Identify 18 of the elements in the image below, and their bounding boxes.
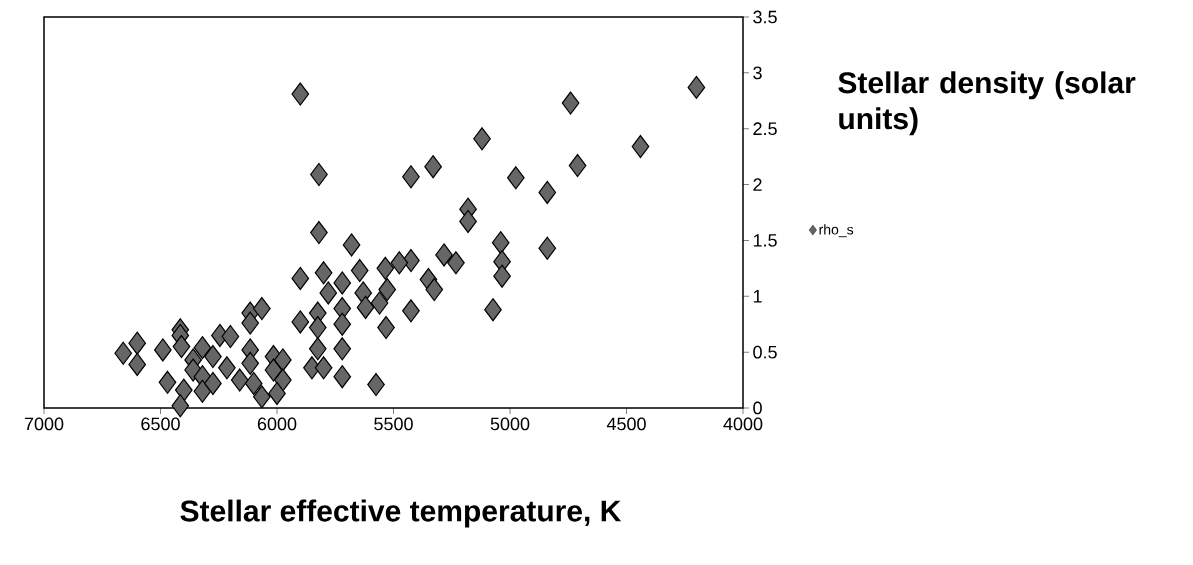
y-axis-title: Stellar density (solar units) (838, 71, 1136, 136)
y-tick-label: 3.5 (753, 10, 777, 24)
y-tick-label: 2.5 (753, 122, 777, 136)
x-axis-title: Stellar effective temperature, K (180, 499, 622, 528)
x-tick-label: 7000 (24, 417, 64, 431)
legend-label: rho_s (819, 224, 854, 238)
y-tick-label: 2 (753, 178, 762, 191)
y-tick-label: 0.5 (753, 345, 777, 359)
y-tick-label: 3 (753, 66, 762, 80)
x-tick-label: 4500 (606, 417, 646, 431)
x-tick-label: 6000 (257, 417, 297, 431)
x-tick-label: 5500 (374, 417, 413, 431)
x-tick-label: 5000 (490, 417, 530, 431)
y-tick-label: 1 (753, 290, 762, 303)
y-tick-label: 1.5 (753, 234, 777, 247)
x-tick-label: 4000 (723, 417, 763, 431)
x-tick-label: 6500 (141, 417, 180, 431)
y-tick-label: 0 (753, 401, 762, 415)
